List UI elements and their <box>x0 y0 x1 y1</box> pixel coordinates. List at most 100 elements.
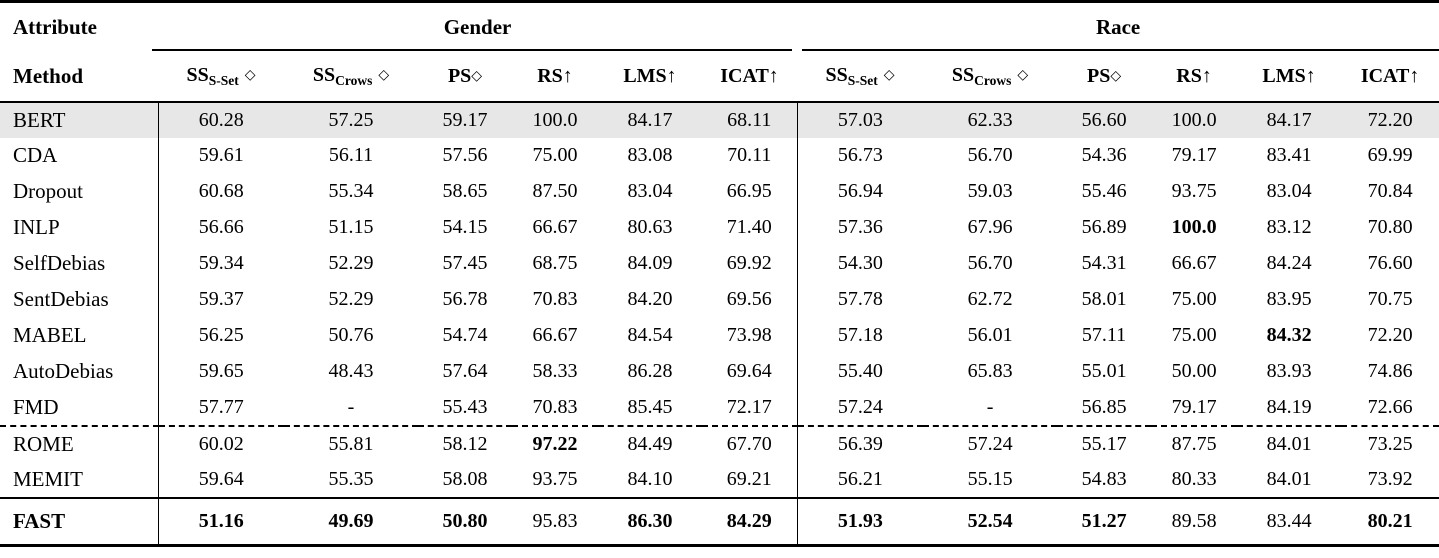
table-cell: 84.01 <box>1266 467 1312 490</box>
method-label: Dropout <box>13 179 83 203</box>
table-cell: 57.03 <box>796 101 924 138</box>
table-cell: 51.27 <box>1057 496 1152 546</box>
metric-base-label: LMS <box>1262 64 1306 87</box>
column-header-gender-icat: ICAT↑ <box>702 51 798 103</box>
metric-header-row: Method SSS-Set ◇ SSCrows ◇ PS◇ RS↑ LMS↑ ICAT↑ SS… <box>0 51 1439 103</box>
table-cell: 73.25 <box>1341 424 1439 462</box>
table-cell: 66.67 <box>532 324 578 346</box>
table-cell: 72.20 <box>1367 324 1413 346</box>
column-header-gender-lms: LMS↑ <box>598 51 702 103</box>
group-header-race: Race <box>797 2 1439 52</box>
table-cell: 57.64 <box>442 360 488 382</box>
table-cell: 100.0 <box>1151 101 1238 138</box>
metric-base-label: SS <box>825 63 848 86</box>
column-header-gender-ps: PS◇ <box>418 51 512 103</box>
group-header-gender: Gender <box>151 2 797 52</box>
table-cell: 59.65 <box>157 353 284 390</box>
table-row-inlp: INLP 56.66 51.15 54.15 66.67 80.63 71.40 57.36 6… <box>0 209 1439 246</box>
table-cell: 62.72 <box>967 288 1013 310</box>
table-cell: 54.15 <box>442 216 488 238</box>
table-cell: 55.01 <box>1081 360 1127 382</box>
metric-base-label: PS <box>447 64 472 87</box>
metric-base-label: ICAT <box>720 64 769 87</box>
up-arrow-icon: ↑ <box>1201 64 1212 87</box>
table-cell: 70.75 <box>1367 288 1413 310</box>
table-cell: 57.24 <box>796 389 924 426</box>
table-cell: 54.36 <box>1081 144 1127 166</box>
table-cell: 66.67 <box>532 216 578 238</box>
table-cell: 69.64 <box>726 360 772 382</box>
table-cell: 56.85 <box>1081 395 1127 418</box>
table-cell: 72.66 <box>1367 395 1413 418</box>
column-header-race-ss-sset: SSS-Set ◇ <box>797 51 924 103</box>
table-cell: 73.98 <box>726 324 772 346</box>
table-cell: 65.83 <box>967 360 1013 382</box>
table-cell: 80.21 <box>1341 496 1439 546</box>
table-cell: 70.83 <box>532 395 578 418</box>
method-label: INLP <box>13 215 60 239</box>
table-cell: 95.83 <box>512 496 598 546</box>
table-cell: 84.29 <box>702 496 798 546</box>
table-cell: 84.01 <box>1237 424 1342 462</box>
table-cell: 83.95 <box>1266 288 1312 310</box>
table-cell: 51.15 <box>328 216 374 238</box>
table-cell: 84.10 <box>627 467 673 490</box>
table-cell: 75.00 <box>1171 324 1217 346</box>
column-header-gender-rs: RS↑ <box>512 51 598 103</box>
table-cell: 68.75 <box>532 252 578 274</box>
diamond-icon: ◇ <box>471 68 483 84</box>
table-cell: 58.01 <box>1081 288 1127 310</box>
table-cell: 55.43 <box>442 395 488 418</box>
method-label: SelfDebias <box>13 251 106 275</box>
up-arrow-icon: ↑ <box>1409 64 1420 87</box>
table-cell: 52.54 <box>923 496 1058 546</box>
table-cell: 58.33 <box>532 360 578 382</box>
table-cell: 57.24 <box>923 424 1058 462</box>
metric-base-label: ICAT <box>1360 64 1410 87</box>
group-header-race-label: Race <box>1095 14 1141 39</box>
table-cell: 71.40 <box>726 216 772 238</box>
table-cell: 60.68 <box>157 173 284 210</box>
method-label: AutoDebias <box>13 359 114 383</box>
group-header-gender-label: Gender <box>443 14 512 39</box>
method-header: Method <box>0 51 158 103</box>
table-row-sentdebias: SentDebias 59.37 52.29 56.78 70.83 84.20 69.56… <box>0 281 1439 318</box>
table-cell: 58.65 <box>442 180 488 202</box>
metric-base-label: SS <box>186 63 209 86</box>
table-cell: 56.60 <box>1057 101 1152 138</box>
table-cell: 59.03 <box>967 180 1013 202</box>
table-cell: 75.00 <box>532 144 578 166</box>
table-cell: 55.81 <box>284 424 418 462</box>
table-cell: 56.25 <box>157 317 284 354</box>
table-cell: 69.99 <box>1367 144 1413 166</box>
table-cell: 83.04 <box>1266 180 1312 202</box>
table-cell: 84.24 <box>1266 252 1312 274</box>
diamond-icon: ◇ <box>1110 68 1122 84</box>
attribute-header: Attribute <box>13 14 97 39</box>
table-cell: 86.28 <box>627 360 673 382</box>
method-label: CDA <box>13 143 58 167</box>
table-cell: 60.02 <box>157 424 284 462</box>
table-cell: 50.00 <box>1171 360 1217 382</box>
table-cell: 57.77 <box>157 389 284 426</box>
table-cell: 56.70 <box>967 252 1013 274</box>
table-cell: 57.56 <box>442 144 488 166</box>
table-row-bert: BERT 60.28 57.25 59.17 100.0 84.17 68.11 57.03 6… <box>0 101 1439 138</box>
table-cell: 70.80 <box>1367 216 1413 238</box>
up-arrow-icon: ↑ <box>562 64 573 87</box>
table-cell: 84.20 <box>627 288 673 310</box>
table-cell: 57.11 <box>1081 324 1127 346</box>
table-cell: 100.0 <box>1171 216 1217 238</box>
table-cell: 56.73 <box>796 137 924 174</box>
method-label: MEMIT <box>13 466 83 491</box>
method-label: FAST <box>0 496 158 546</box>
table-row-mabel: MABEL 56.25 50.76 54.74 66.67 84.54 73.98 57.18… <box>0 317 1439 354</box>
table-cell: 68.11 <box>702 101 798 138</box>
metric-base-label: RS <box>1176 64 1202 87</box>
up-arrow-icon: ↑ <box>666 64 677 87</box>
table-cell: 57.25 <box>284 101 418 138</box>
table-cell: 56.89 <box>1081 216 1127 238</box>
table-cell: 49.69 <box>284 496 418 546</box>
